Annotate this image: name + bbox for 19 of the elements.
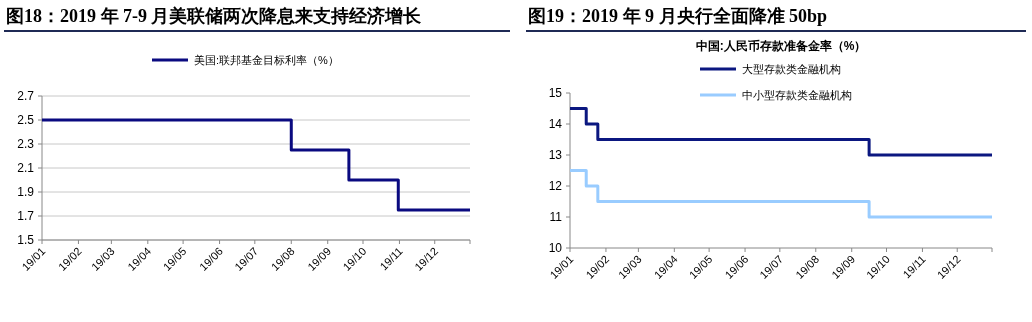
y-tick-label: 2.5 [17, 113, 35, 127]
y-tick-label: 2.7 [17, 89, 35, 103]
y-tick-label: 1.5 [17, 233, 35, 247]
y-tick-label: 1.7 [17, 209, 35, 223]
y-tick-label: 11 [549, 210, 563, 224]
y-tick-label: 13 [548, 148, 563, 162]
y-tick-label: 14 [548, 117, 563, 131]
y-tick-label: 15 [548, 86, 563, 100]
legend-label: 中小型存款类金融机构 [742, 89, 852, 101]
legend-label: 美国:联邦基金目标利率（%） [194, 54, 339, 66]
y-tick-label: 1.9 [17, 185, 35, 199]
chart-title: 图18：2019 年 7-9 月美联储两次降息来支持经济增长 [6, 6, 423, 26]
y-tick-label: 2.1 [17, 161, 35, 175]
chart-subtitle: 中国:人民币存款准备金率（%） [695, 39, 867, 53]
y-tick-label: 12 [548, 179, 563, 193]
chart-title: 图19：2019 年 9 月央行全面降准 50bp [528, 6, 828, 26]
legend-label: 大型存款类金融机构 [742, 63, 841, 75]
y-tick-label: 2.3 [17, 137, 35, 151]
y-tick-label: 10 [548, 241, 563, 255]
